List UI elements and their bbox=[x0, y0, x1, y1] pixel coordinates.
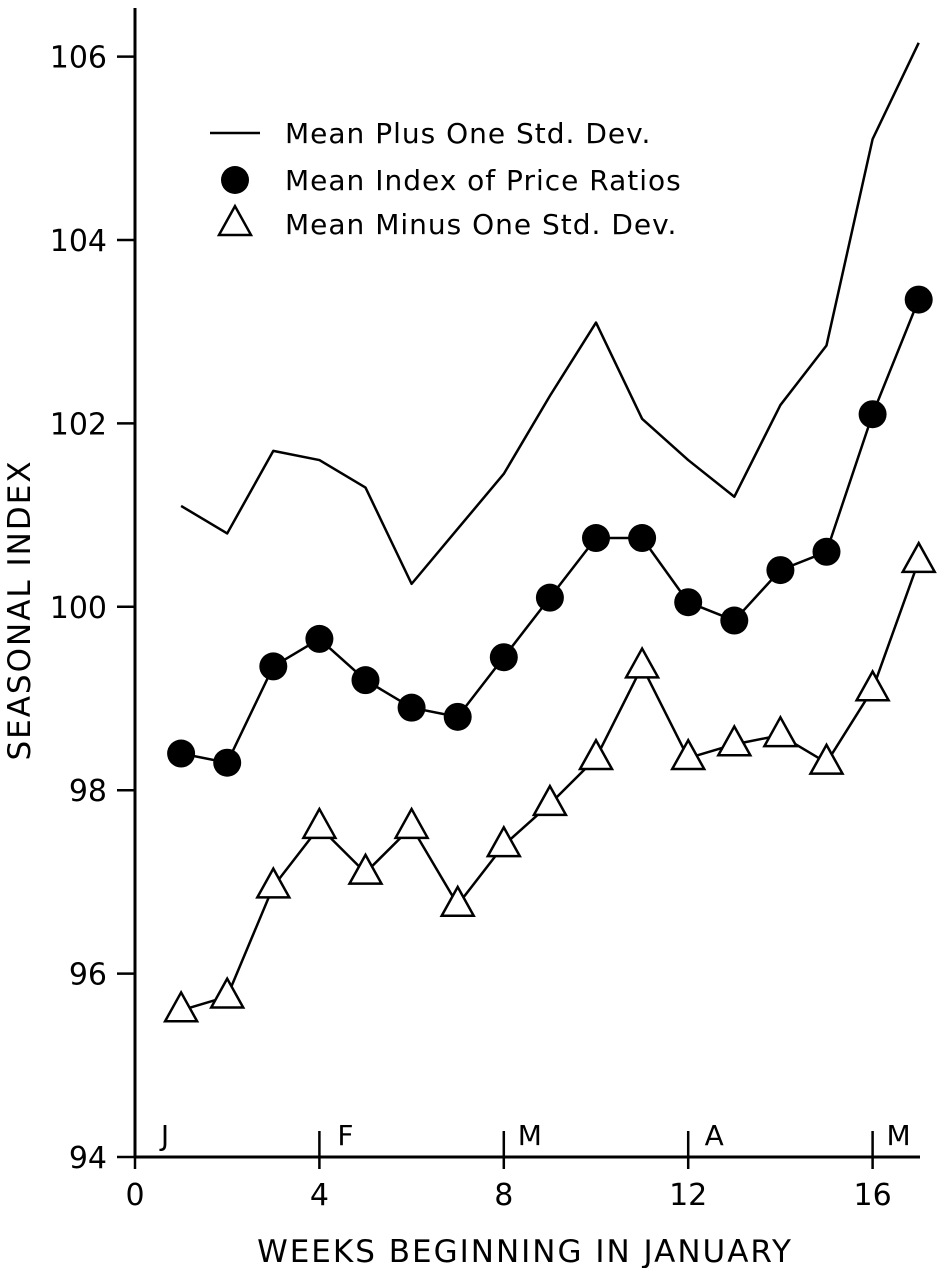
data-point-circle bbox=[489, 643, 518, 672]
month-label: J bbox=[159, 1119, 169, 1152]
legend-circle-swatch bbox=[221, 166, 249, 194]
data-point-circle bbox=[397, 693, 426, 722]
data-point-triangle bbox=[439, 884, 476, 918]
data-point-circle bbox=[259, 652, 288, 681]
data-point-circle bbox=[351, 666, 380, 695]
data-point-circle bbox=[305, 624, 334, 653]
x-tick-label: 12 bbox=[669, 1178, 707, 1213]
x-axis-label: WEEKS BEGINNING IN JANUARY bbox=[257, 1234, 793, 1268]
data-point-triangle bbox=[162, 989, 200, 1023]
data-point-circle bbox=[167, 739, 196, 768]
y-tick-label: 102 bbox=[50, 407, 107, 442]
y-tick-label: 106 bbox=[50, 41, 107, 76]
y-axis-label: SEASONAL INDEX bbox=[2, 459, 38, 760]
data-point-triangle bbox=[808, 742, 845, 775]
y-tick-label: 100 bbox=[50, 591, 107, 626]
series-none bbox=[180, 42, 920, 586]
x-axis-ticks: 0 4 8 12 16 bbox=[125, 1157, 892, 1213]
legend: Mean Plus One Std. Dev. Mean Index of Pri… bbox=[210, 117, 682, 241]
legend-label: Mean Index of Price Ratios bbox=[285, 164, 682, 197]
x-tick-label: 16 bbox=[854, 1178, 892, 1213]
data-point-circle bbox=[443, 702, 472, 731]
data-point-triangle bbox=[577, 737, 615, 771]
data-point-circle bbox=[213, 748, 242, 777]
x-tick-label: 8 bbox=[494, 1178, 513, 1213]
series-open-triangle bbox=[162, 540, 937, 1023]
x-tick-label: 0 bbox=[125, 1178, 144, 1213]
data-point-triangle bbox=[301, 806, 338, 840]
data-point-circle bbox=[812, 537, 841, 566]
legend-item: Mean Minus One Std. Dev. bbox=[216, 203, 677, 241]
series-filled-circle bbox=[167, 285, 933, 777]
data-point-circle bbox=[720, 606, 749, 635]
data-point-triangle bbox=[716, 723, 753, 757]
data-point-triangle bbox=[762, 714, 799, 748]
data-point-circle bbox=[674, 588, 703, 617]
data-point-triangle bbox=[255, 866, 292, 899]
legend-item: Mean Plus One Std. Dev. bbox=[210, 117, 651, 150]
legend-item: Mean Index of Price Ratios bbox=[221, 164, 682, 197]
data-point-circle bbox=[766, 556, 795, 585]
data-point-triangle bbox=[485, 824, 522, 858]
data-point-triangle bbox=[209, 976, 246, 1009]
data-point-circle bbox=[582, 524, 610, 553]
x-tick-label: 4 bbox=[310, 1178, 329, 1213]
data-point-circle bbox=[858, 400, 887, 429]
legend-label: Mean Plus One Std. Dev. bbox=[285, 117, 651, 150]
series-layer bbox=[162, 42, 937, 1023]
data-point-circle bbox=[628, 524, 657, 553]
data-point-triangle bbox=[531, 783, 569, 817]
axes bbox=[133, 8, 920, 1159]
y-axis-ticks: 94 96 98 100 102 104 106 bbox=[50, 41, 135, 1176]
legend-triangle-swatch bbox=[216, 203, 254, 237]
month-label: A bbox=[705, 1119, 724, 1152]
month-label: M bbox=[518, 1119, 542, 1152]
data-point-triangle bbox=[670, 737, 707, 771]
data-point-triangle bbox=[900, 540, 937, 574]
month-label: M bbox=[887, 1119, 911, 1152]
month-label: F bbox=[337, 1119, 353, 1152]
data-point-triangle bbox=[347, 852, 384, 885]
data-point-triangle bbox=[623, 645, 661, 679]
series-line bbox=[180, 42, 920, 586]
y-tick-label: 98 bbox=[69, 774, 107, 809]
y-tick-label: 104 bbox=[50, 224, 107, 259]
y-tick-label: 94 bbox=[69, 1141, 107, 1176]
data-point-triangle bbox=[854, 668, 891, 702]
data-point-circle bbox=[904, 285, 933, 314]
y-tick-label: 96 bbox=[69, 958, 107, 993]
legend-label: Mean Minus One Std. Dev. bbox=[285, 208, 677, 241]
data-point-triangle bbox=[393, 806, 430, 840]
data-point-circle bbox=[535, 583, 564, 612]
